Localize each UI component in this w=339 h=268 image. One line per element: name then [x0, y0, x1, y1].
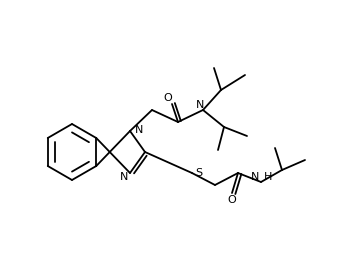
Text: N: N	[251, 172, 259, 182]
Text: N: N	[135, 125, 143, 135]
Text: N: N	[120, 172, 128, 182]
Text: S: S	[195, 168, 202, 178]
Text: H: H	[264, 172, 272, 182]
Text: O: O	[164, 93, 172, 103]
Text: N: N	[196, 100, 204, 110]
Text: O: O	[227, 195, 236, 205]
